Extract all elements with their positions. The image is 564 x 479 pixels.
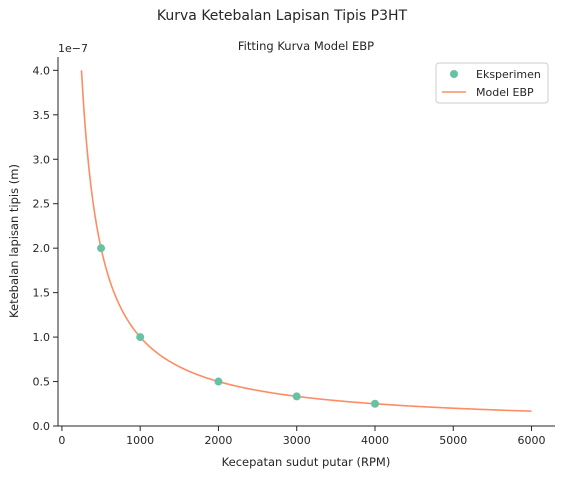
line-layer bbox=[80, 70, 532, 412]
eksperimen-point bbox=[292, 392, 301, 401]
x-tick-label: 5000 bbox=[439, 434, 467, 447]
legend-marker-eksperimen bbox=[450, 70, 458, 78]
y-tick-label: 0.0 bbox=[33, 420, 51, 433]
y-tick-label: 1.5 bbox=[33, 287, 51, 300]
figure-title: Kurva Ketebalan Lapisan Tipis P3HT bbox=[156, 8, 408, 24]
y-axis-label: Ketebalan lapisan tipis (m) bbox=[7, 164, 21, 318]
legend-box bbox=[435, 62, 549, 104]
x-tick-label: 6000 bbox=[518, 434, 546, 447]
y-tick-label: 2.5 bbox=[33, 198, 51, 211]
eksperimen-point bbox=[370, 399, 379, 408]
model-ebp-line bbox=[80, 70, 532, 412]
y-tick-label: 2.0 bbox=[33, 242, 51, 255]
legend-label-eksperimen: Eksperimen bbox=[476, 68, 541, 81]
eksperimen-point bbox=[136, 333, 145, 342]
eksperimen-point bbox=[97, 244, 106, 253]
x-tick-label: 4000 bbox=[361, 434, 389, 447]
y-offset-label: 1e−7 bbox=[58, 42, 88, 55]
ticks-layer: 0 1000 2000 3000 4000 5000 6000 0.0 0.5 1.0 1.5 2.0… bbox=[33, 64, 546, 447]
x-tick-label: 3000 bbox=[283, 434, 311, 447]
y-tick-label: 4.0 bbox=[33, 64, 51, 77]
y-tick-label: 3.5 bbox=[33, 109, 51, 122]
y-tick-label: 1.0 bbox=[33, 331, 51, 344]
x-tick-label: 0 bbox=[58, 434, 65, 447]
points-layer bbox=[97, 244, 379, 408]
x-tick-label: 1000 bbox=[126, 434, 154, 447]
y-tick-label: 0.5 bbox=[33, 376, 51, 389]
legend-label-model: Model EBP bbox=[476, 86, 534, 99]
x-axis-label: Kecepatan sudut putar (RPM) bbox=[222, 455, 391, 469]
x-tick-label: 2000 bbox=[204, 434, 232, 447]
chart-subtitle: Fitting Kurva Model EBP bbox=[238, 39, 374, 53]
eksperimen-point bbox=[214, 377, 223, 386]
y-tick-label: 3.0 bbox=[33, 153, 51, 166]
legend: Eksperimen Model EBP bbox=[435, 62, 549, 104]
